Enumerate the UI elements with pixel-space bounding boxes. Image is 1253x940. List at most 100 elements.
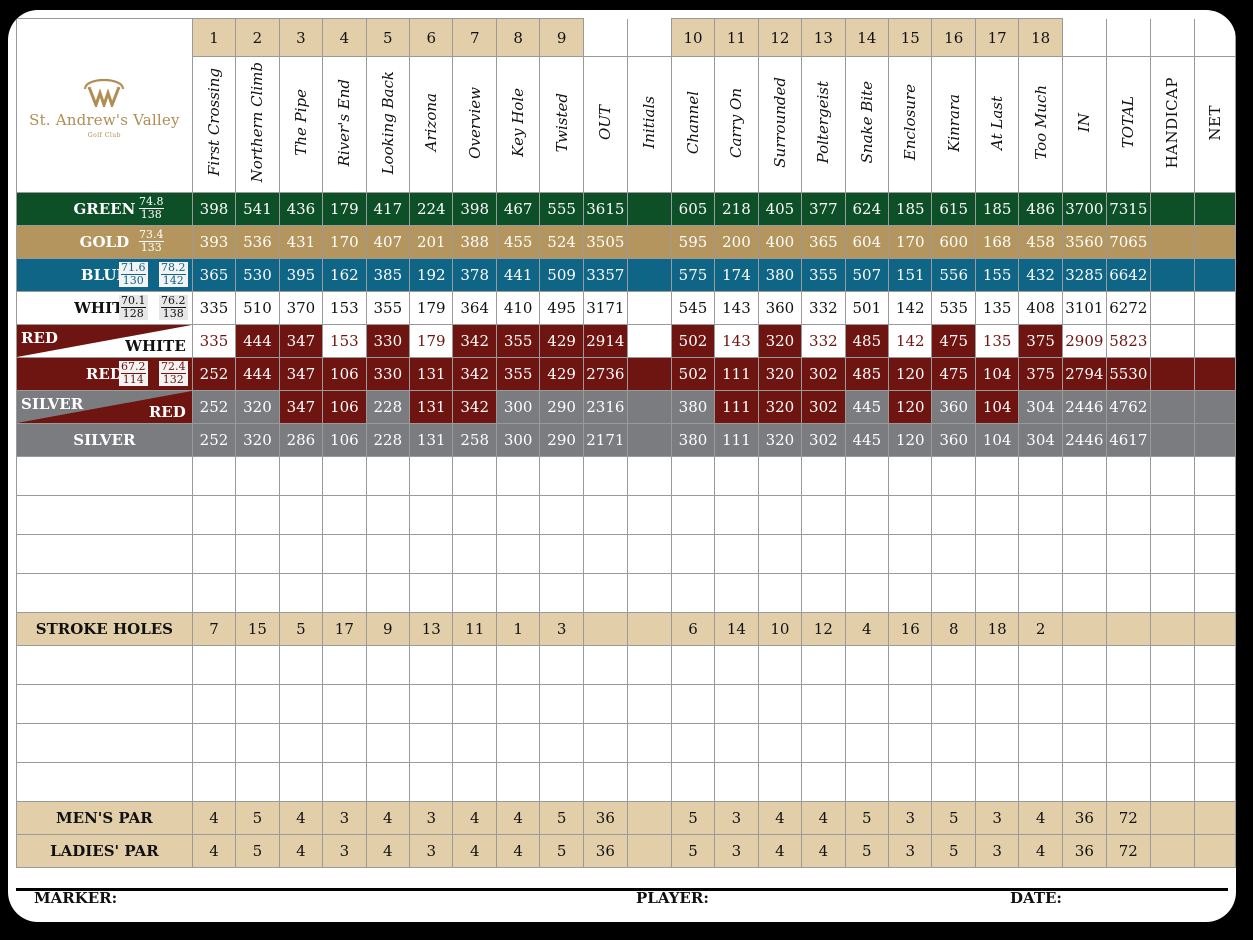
score-cell[interactable] (714, 645, 759, 685)
score-cell[interactable] (888, 645, 933, 685)
score-cell[interactable] (888, 684, 933, 724)
score-cell[interactable] (1149, 456, 1195, 496)
score-cell[interactable] (278, 573, 324, 613)
score-cell[interactable] (495, 645, 541, 685)
initials-cell[interactable] (626, 192, 672, 226)
score-cell[interactable] (757, 684, 803, 724)
score-cell[interactable] (1193, 573, 1236, 613)
score-cell[interactable] (409, 762, 454, 802)
score-cell[interactable] (844, 495, 890, 535)
score-cell[interactable] (582, 495, 628, 535)
player-name-cell[interactable] (16, 573, 193, 613)
score-cell[interactable] (714, 723, 759, 763)
player-name-cell[interactable] (16, 723, 193, 763)
score-cell[interactable] (1061, 723, 1107, 763)
score-cell[interactable] (582, 762, 628, 802)
score-cell[interactable] (844, 456, 890, 496)
score-cell[interactable] (278, 456, 324, 496)
score-cell[interactable] (757, 723, 803, 763)
player-name-cell[interactable] (16, 645, 193, 685)
score-cell[interactable] (235, 495, 280, 535)
score-cell[interactable] (974, 456, 1020, 496)
score-cell[interactable] (1149, 684, 1195, 724)
initials-cell[interactable] (626, 291, 672, 325)
score-cell[interactable] (235, 456, 280, 496)
score-cell[interactable] (844, 723, 890, 763)
score-cell[interactable] (322, 534, 367, 574)
score-cell[interactable] (1018, 723, 1063, 763)
score-cell[interactable] (1105, 684, 1151, 724)
score-cell[interactable] (974, 645, 1020, 685)
score-cell[interactable] (191, 723, 237, 763)
score-cell[interactable] (931, 723, 976, 763)
score-cell[interactable] (757, 534, 803, 574)
handicap-cell[interactable] (1149, 390, 1195, 424)
score-cell[interactable] (801, 762, 846, 802)
score-cell[interactable] (582, 456, 628, 496)
score-cell[interactable] (1105, 495, 1151, 535)
score-cell[interactable] (539, 534, 584, 574)
score-cell[interactable] (539, 723, 584, 763)
score-cell[interactable] (278, 534, 324, 574)
score-cell[interactable] (626, 645, 672, 685)
score-cell[interactable] (670, 723, 716, 763)
score-cell[interactable] (801, 495, 846, 535)
score-cell[interactable] (365, 456, 411, 496)
score-cell[interactable] (888, 762, 933, 802)
score-cell[interactable] (365, 495, 411, 535)
score-cell[interactable] (931, 684, 976, 724)
score-cell[interactable] (626, 456, 672, 496)
score-cell[interactable] (452, 723, 497, 763)
score-cell[interactable] (409, 456, 454, 496)
score-cell[interactable] (409, 645, 454, 685)
score-cell[interactable] (714, 573, 759, 613)
initials-cell[interactable] (626, 225, 672, 259)
score-cell[interactable] (1105, 723, 1151, 763)
score-cell[interactable] (235, 645, 280, 685)
initials-cell[interactable] (626, 258, 672, 292)
score-cell[interactable] (365, 684, 411, 724)
score-cell[interactable] (322, 495, 367, 535)
score-cell[interactable] (974, 573, 1020, 613)
score-cell[interactable] (670, 573, 716, 613)
score-cell[interactable] (801, 573, 846, 613)
score-cell[interactable] (844, 534, 890, 574)
score-cell[interactable] (626, 534, 672, 574)
score-cell[interactable] (365, 645, 411, 685)
score-cell[interactable] (844, 573, 890, 613)
score-cell[interactable] (452, 645, 497, 685)
score-cell[interactable] (322, 684, 367, 724)
score-cell[interactable] (714, 684, 759, 724)
score-cell[interactable] (626, 684, 672, 724)
score-cell[interactable] (1105, 456, 1151, 496)
score-cell[interactable] (191, 495, 237, 535)
score-cell[interactable] (974, 495, 1020, 535)
score-cell[interactable] (888, 495, 933, 535)
net-cell[interactable] (1193, 324, 1236, 358)
score-cell[interactable] (365, 534, 411, 574)
score-cell[interactable] (1061, 762, 1107, 802)
score-cell[interactable] (931, 456, 976, 496)
handicap-cell[interactable] (1149, 324, 1195, 358)
score-cell[interactable] (670, 495, 716, 535)
score-cell[interactable] (757, 645, 803, 685)
score-cell[interactable] (1105, 762, 1151, 802)
score-cell[interactable] (626, 495, 672, 535)
score-cell[interactable] (1018, 534, 1063, 574)
score-cell[interactable] (235, 723, 280, 763)
score-cell[interactable] (191, 645, 237, 685)
score-cell[interactable] (539, 762, 584, 802)
score-cell[interactable] (801, 645, 846, 685)
score-cell[interactable] (1105, 645, 1151, 685)
score-cell[interactable] (1193, 684, 1236, 724)
score-cell[interactable] (888, 534, 933, 574)
score-cell[interactable] (191, 684, 237, 724)
score-cell[interactable] (1149, 723, 1195, 763)
score-cell[interactable] (1193, 534, 1236, 574)
player-name-cell[interactable] (16, 762, 193, 802)
score-cell[interactable] (1193, 495, 1236, 535)
score-cell[interactable] (1061, 534, 1107, 574)
score-cell[interactable] (626, 573, 672, 613)
score-cell[interactable] (191, 573, 237, 613)
score-cell[interactable] (1018, 495, 1063, 535)
